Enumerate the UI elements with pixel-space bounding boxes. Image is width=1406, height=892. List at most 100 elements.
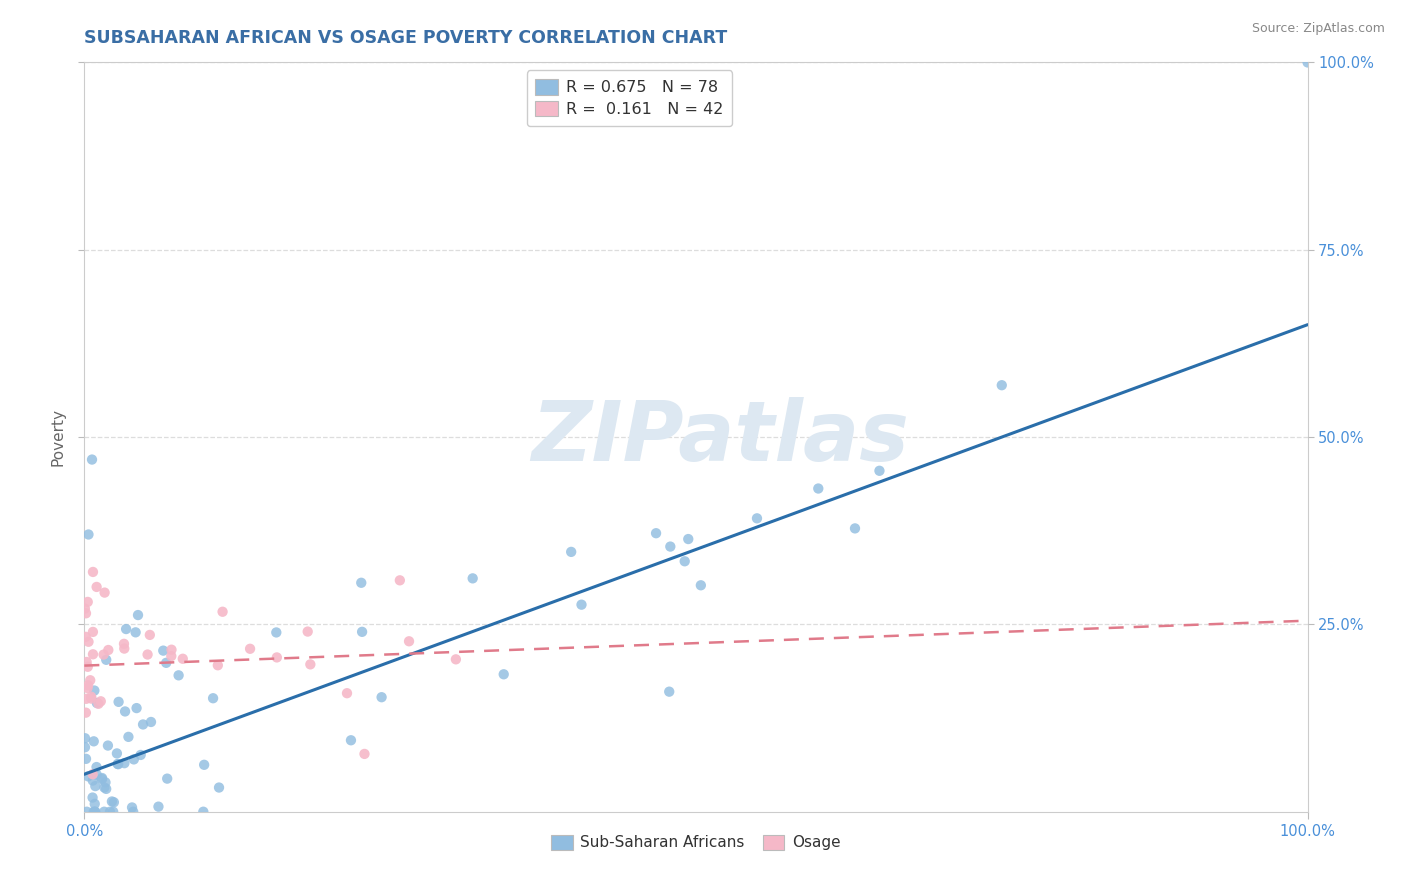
Point <box>127 608 149 623</box>
Point <box>105 747 128 761</box>
Point <box>86 696 108 710</box>
Text: ZIPatlas: ZIPatlas <box>531 397 910 477</box>
Point <box>107 757 129 772</box>
Point <box>991 378 1014 392</box>
Point <box>122 805 145 819</box>
Point <box>673 554 696 568</box>
Point <box>83 797 105 811</box>
Point <box>79 673 101 688</box>
Point <box>84 805 107 819</box>
Point <box>167 668 190 682</box>
Point <box>107 695 129 709</box>
Point <box>86 760 108 774</box>
Point <box>125 701 148 715</box>
Point <box>193 757 215 772</box>
Point <box>807 482 830 496</box>
Point <box>297 624 319 639</box>
Point <box>689 578 711 592</box>
Point <box>112 756 135 771</box>
Point <box>132 717 155 731</box>
Point <box>156 772 179 786</box>
Point <box>202 691 225 706</box>
Point <box>76 655 98 669</box>
Point <box>571 598 593 612</box>
Point <box>560 545 582 559</box>
Point <box>73 740 96 755</box>
Point <box>93 648 115 662</box>
Point <box>352 624 374 639</box>
Point <box>76 660 98 674</box>
Point <box>745 511 768 525</box>
Point <box>84 805 107 819</box>
Point <box>336 686 359 700</box>
Point <box>98 805 121 819</box>
Point <box>93 780 115 795</box>
Point <box>87 697 110 711</box>
Point <box>844 521 866 535</box>
Point <box>208 780 231 795</box>
Point <box>353 747 375 761</box>
Point <box>82 648 104 662</box>
Point <box>207 658 229 673</box>
Point <box>124 625 146 640</box>
Point <box>86 767 108 781</box>
Point <box>211 605 233 619</box>
Point <box>75 706 97 720</box>
Point <box>129 747 152 762</box>
Point <box>91 771 114 785</box>
Point <box>77 769 100 783</box>
Point <box>152 643 174 657</box>
Point <box>90 694 112 708</box>
Legend: Sub-Saharan Africans, Osage: Sub-Saharan Africans, Osage <box>544 827 848 858</box>
Point <box>136 648 159 662</box>
Point <box>77 527 100 541</box>
Point <box>148 799 170 814</box>
Point <box>112 637 135 651</box>
Y-axis label: Poverty: Poverty <box>51 408 66 467</box>
Point <box>96 781 118 796</box>
Point <box>83 805 105 819</box>
Point <box>73 601 96 615</box>
Text: SUBSAHARAN AFRICAN VS OSAGE POVERTY CORRELATION CHART: SUBSAHARAN AFRICAN VS OSAGE POVERTY CORR… <box>84 29 728 47</box>
Point <box>101 795 124 809</box>
Point <box>80 690 103 704</box>
Point <box>75 731 97 746</box>
Point <box>172 652 194 666</box>
Text: Source: ZipAtlas.com: Source: ZipAtlas.com <box>1251 22 1385 36</box>
Point <box>266 650 288 665</box>
Point <box>444 652 467 666</box>
Point <box>75 630 97 644</box>
Point <box>658 684 681 698</box>
Point <box>160 642 183 657</box>
Point <box>75 607 97 621</box>
Point <box>340 733 363 747</box>
Point <box>122 752 145 766</box>
Point <box>76 681 98 695</box>
Point <box>239 641 262 656</box>
Point <box>77 634 100 648</box>
Point <box>114 705 136 719</box>
Point <box>101 805 124 819</box>
Point <box>76 595 98 609</box>
Point <box>83 683 105 698</box>
Point <box>299 657 322 672</box>
Point <box>82 773 104 788</box>
Point <box>388 574 411 588</box>
Point <box>139 628 162 642</box>
Point <box>82 767 104 781</box>
Point <box>103 795 125 809</box>
Point <box>869 464 891 478</box>
Point <box>80 452 103 467</box>
Point <box>80 691 103 706</box>
Point <box>193 805 215 819</box>
Point <box>659 540 682 554</box>
Point <box>82 790 104 805</box>
Point <box>97 739 120 753</box>
Point <box>121 800 143 814</box>
Point <box>160 649 183 664</box>
Point <box>94 775 117 789</box>
Point <box>112 641 135 656</box>
Point <box>83 734 105 748</box>
Point <box>1296 55 1319 70</box>
Point <box>117 730 139 744</box>
